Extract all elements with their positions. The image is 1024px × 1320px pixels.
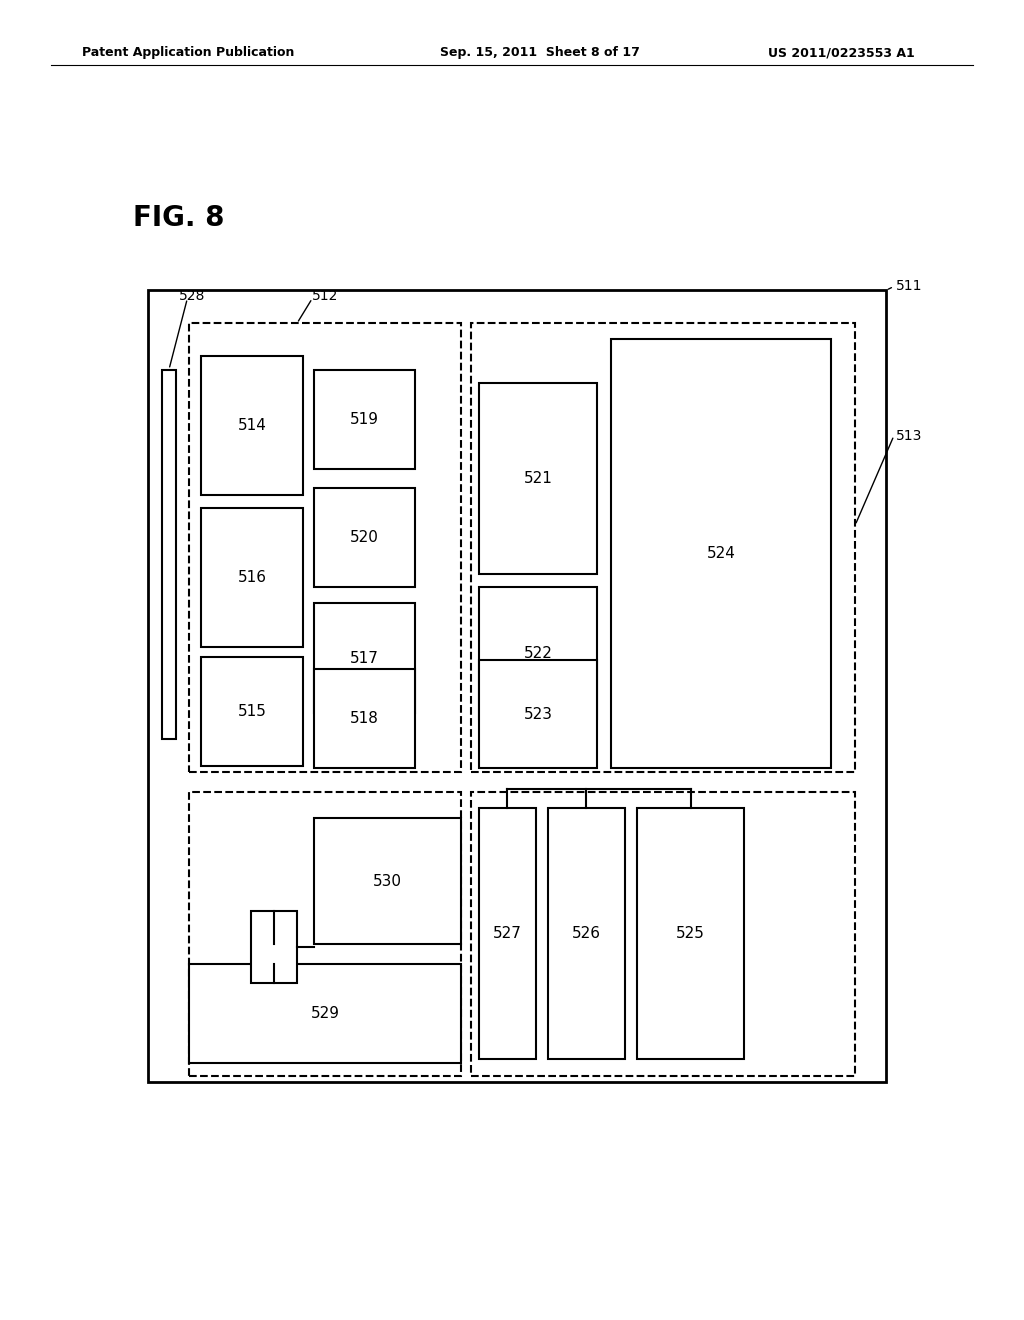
Text: 525: 525 (676, 925, 706, 941)
Text: FIG. 8: FIG. 8 (133, 203, 224, 232)
Text: Sep. 15, 2011  Sheet 8 of 17: Sep. 15, 2011 Sheet 8 of 17 (440, 46, 640, 59)
Bar (471, 792, 855, 1076)
Text: 512: 512 (312, 289, 339, 302)
Bar (189, 323, 461, 772)
Bar (314, 370, 415, 469)
Bar (201, 356, 303, 495)
Bar (548, 808, 625, 1059)
Bar (201, 508, 303, 647)
Text: 515: 515 (238, 704, 266, 719)
Text: 528: 528 (179, 289, 206, 302)
Text: 522: 522 (523, 645, 553, 661)
Bar (471, 323, 855, 772)
Text: 521: 521 (523, 471, 553, 486)
Bar (479, 660, 597, 768)
Bar (314, 603, 415, 713)
Bar (637, 808, 744, 1059)
Text: 529: 529 (310, 1006, 340, 1020)
Text: Patent Application Publication: Patent Application Publication (82, 46, 294, 59)
Text: 526: 526 (571, 925, 601, 941)
Text: 518: 518 (350, 711, 379, 726)
Bar (189, 964, 461, 1063)
Text: 516: 516 (238, 570, 266, 585)
Bar (611, 339, 831, 768)
Bar (314, 818, 461, 944)
Bar (251, 911, 297, 983)
Text: 513: 513 (896, 429, 923, 442)
Text: 519: 519 (350, 412, 379, 426)
Bar (479, 808, 536, 1059)
Bar (479, 587, 597, 719)
Text: 511: 511 (896, 280, 923, 293)
Bar (314, 669, 415, 768)
Text: 524: 524 (707, 546, 736, 561)
Text: 527: 527 (493, 925, 522, 941)
Bar (148, 290, 886, 1082)
Bar (201, 657, 303, 766)
Text: 514: 514 (238, 418, 266, 433)
Text: 517: 517 (350, 651, 379, 665)
Bar (189, 792, 461, 1076)
Text: 520: 520 (350, 531, 379, 545)
Bar (314, 488, 415, 587)
Bar (479, 383, 597, 574)
Text: 523: 523 (523, 706, 553, 722)
Bar (162, 370, 176, 739)
Text: US 2011/0223553 A1: US 2011/0223553 A1 (768, 46, 914, 59)
Text: 530: 530 (373, 874, 402, 888)
